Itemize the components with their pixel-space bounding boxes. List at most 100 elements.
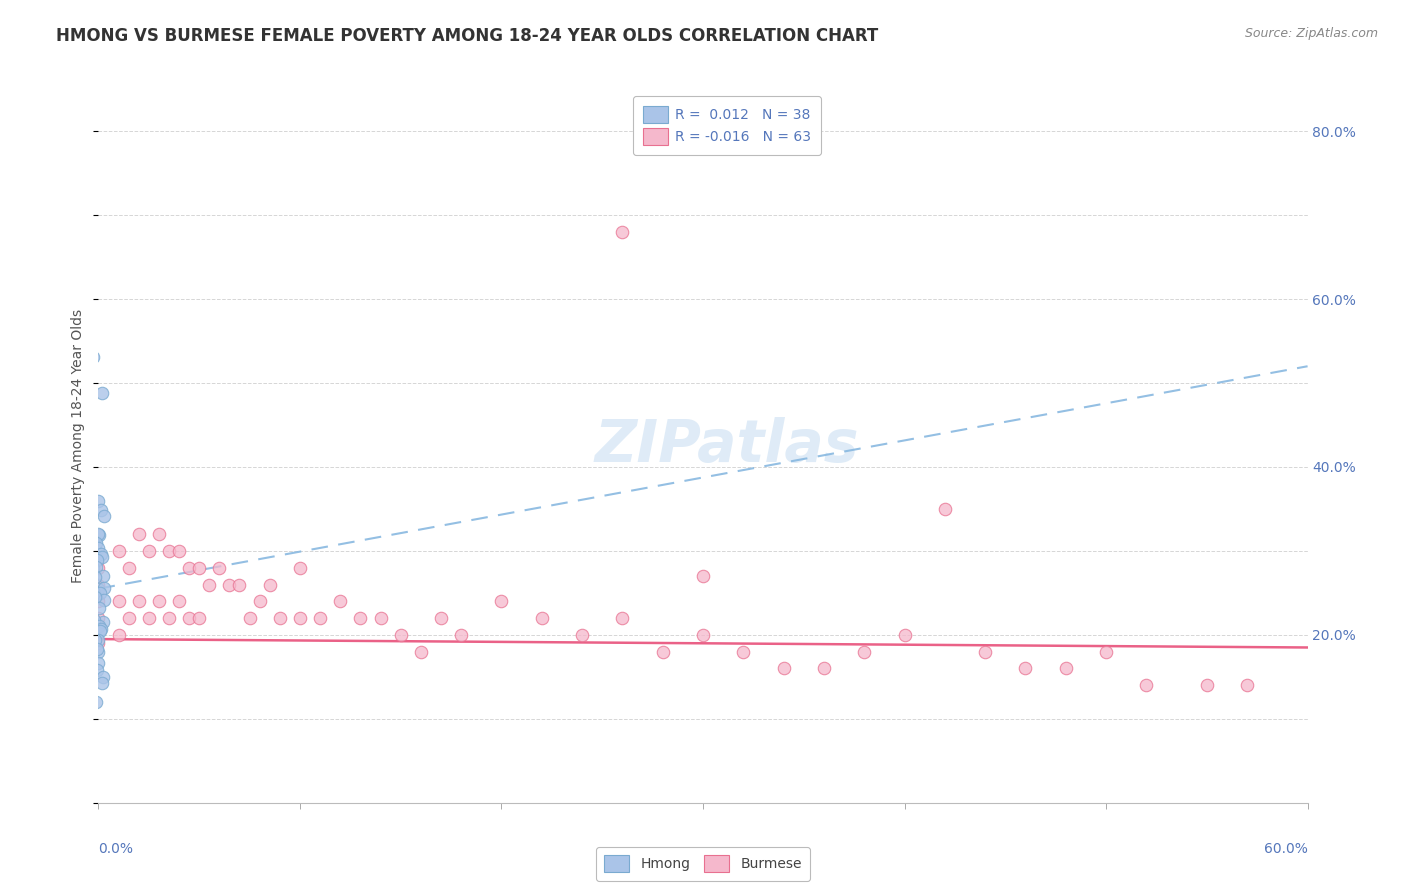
- Point: [491, 594, 513, 608]
- Y-axis label: Female Poverty Among 18-24 Year Olds: Female Poverty Among 18-24 Year Olds: [72, 309, 86, 583]
- Point: [198, 577, 221, 591]
- Point: [107, 628, 129, 642]
- Text: 60.0%: 60.0%: [1264, 842, 1308, 856]
- Point: [389, 628, 412, 642]
- Point: [93, 509, 115, 524]
- Point: [93, 569, 115, 583]
- Text: Source: ZipAtlas.com: Source: ZipAtlas.com: [1244, 27, 1378, 40]
- Point: [93, 615, 115, 629]
- Point: [90, 503, 112, 517]
- Text: 0.0%: 0.0%: [98, 842, 134, 856]
- Point: [90, 386, 112, 401]
- Point: [329, 594, 352, 608]
- Point: [148, 527, 170, 541]
- Point: [692, 628, 714, 642]
- Point: [228, 577, 250, 591]
- Point: [249, 594, 271, 608]
- Point: [91, 550, 114, 565]
- Point: [83, 613, 105, 627]
- Point: [89, 624, 111, 638]
- Point: [86, 663, 108, 677]
- Point: [612, 225, 634, 239]
- Point: [82, 561, 104, 575]
- Point: [128, 594, 150, 608]
- Point: [87, 601, 110, 615]
- Point: [90, 676, 112, 690]
- Point: [82, 533, 104, 548]
- Point: [188, 560, 211, 574]
- Point: [692, 569, 714, 583]
- Point: [288, 611, 311, 625]
- Point: [86, 553, 108, 567]
- Point: [87, 656, 110, 670]
- Point: [612, 611, 634, 625]
- Point: [84, 536, 107, 550]
- Point: [84, 591, 107, 605]
- Point: [128, 527, 150, 541]
- Point: [86, 494, 108, 508]
- Point: [1014, 661, 1036, 675]
- Point: [733, 645, 755, 659]
- Legend: R =  0.012   N = 38, R = -0.016   N = 63: R = 0.012 N = 38, R = -0.016 N = 63: [634, 96, 821, 155]
- Point: [1195, 678, 1218, 692]
- Point: [87, 582, 110, 596]
- Text: ZIPatlas: ZIPatlas: [595, 417, 859, 475]
- Point: [409, 645, 432, 659]
- Point: [90, 547, 112, 561]
- Point: [349, 611, 371, 625]
- Point: [571, 628, 593, 642]
- Point: [450, 628, 472, 642]
- Point: [1236, 678, 1258, 692]
- Point: [87, 645, 110, 659]
- Point: [86, 641, 108, 656]
- Point: [218, 577, 240, 591]
- Point: [87, 636, 110, 650]
- Point: [148, 594, 170, 608]
- Point: [288, 560, 311, 574]
- Point: [87, 528, 110, 542]
- Point: [179, 611, 201, 625]
- Text: HMONG VS BURMESE FEMALE POVERTY AMONG 18-24 YEAR OLDS CORRELATION CHART: HMONG VS BURMESE FEMALE POVERTY AMONG 18…: [56, 27, 879, 45]
- Point: [91, 670, 114, 684]
- Point: [87, 560, 110, 574]
- Point: [83, 633, 105, 648]
- Point: [90, 622, 112, 636]
- Point: [82, 584, 104, 599]
- Point: [138, 544, 160, 558]
- Point: [118, 611, 141, 625]
- Point: [269, 611, 291, 625]
- Point: [1054, 661, 1077, 675]
- Point: [167, 544, 190, 558]
- Point: [157, 611, 180, 625]
- Point: [651, 645, 673, 659]
- Point: [118, 560, 141, 574]
- Point: [1095, 645, 1118, 659]
- Point: [772, 661, 794, 675]
- Point: [974, 645, 997, 659]
- Point: [87, 527, 110, 541]
- Point: [813, 661, 835, 675]
- Point: [309, 611, 332, 625]
- Point: [87, 541, 110, 555]
- Point: [87, 632, 110, 647]
- Point: [167, 594, 190, 608]
- Point: [82, 350, 104, 364]
- Point: [87, 594, 110, 608]
- Point: [934, 502, 956, 516]
- Point: [84, 559, 107, 574]
- Point: [530, 611, 553, 625]
- Point: [138, 611, 160, 625]
- Point: [84, 570, 107, 584]
- Point: [239, 611, 262, 625]
- Point: [84, 695, 107, 709]
- Point: [89, 585, 111, 599]
- Point: [87, 618, 110, 632]
- Point: [107, 544, 129, 558]
- Point: [87, 577, 110, 591]
- Point: [370, 611, 392, 625]
- Point: [93, 581, 115, 595]
- Point: [87, 611, 110, 625]
- Point: [893, 628, 915, 642]
- Point: [188, 611, 211, 625]
- Point: [157, 544, 180, 558]
